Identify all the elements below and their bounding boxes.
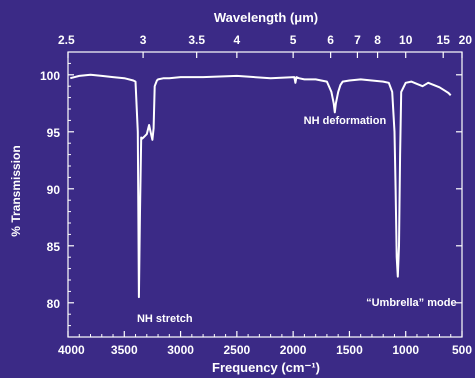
x-tick-label: 2000 bbox=[280, 343, 307, 357]
top-tick-label: 10 bbox=[399, 33, 413, 47]
top-tick-label: 2.5 bbox=[58, 33, 75, 47]
top-tick-label: 8 bbox=[374, 33, 381, 47]
x-tick-label: 2500 bbox=[224, 343, 251, 357]
spectrum-line bbox=[70, 73, 452, 299]
y-axis-title: % Transmission bbox=[9, 145, 23, 236]
x-tick-label: 3000 bbox=[167, 343, 194, 357]
bottom-axis-title: Frequency (cm⁻¹) bbox=[212, 360, 320, 375]
y-tick-label: 90 bbox=[47, 183, 61, 197]
top-tick-label: 4 bbox=[234, 33, 241, 47]
x-tick-label: 1000 bbox=[392, 343, 419, 357]
y-tick-label: 95 bbox=[47, 126, 61, 140]
y-tick-label: 85 bbox=[47, 240, 61, 254]
y-tick-label: 80 bbox=[47, 297, 61, 311]
annotation-label: “Umbrella” mode bbox=[366, 297, 456, 309]
plot-frame bbox=[67, 51, 463, 338]
top-tick-label: 3.5 bbox=[188, 33, 205, 47]
x-tick-label: 4000 bbox=[58, 343, 85, 357]
x-tick-label: 500 bbox=[452, 343, 472, 357]
x-tick-label: 1500 bbox=[336, 343, 363, 357]
top-tick-label: 5 bbox=[290, 33, 297, 47]
annotation-label: NH deformation bbox=[304, 115, 387, 127]
annotation-label: NH stretch bbox=[137, 313, 193, 325]
x-tick-label: 3500 bbox=[111, 343, 138, 357]
annotations: NH stretch NH deformation “Umbrella” mode bbox=[137, 115, 457, 325]
y-tick-label: 100 bbox=[40, 69, 60, 83]
top-tick-label: 15 bbox=[437, 33, 451, 47]
top-tick-label: 6 bbox=[327, 33, 334, 47]
top-tick-label: 20 bbox=[459, 33, 473, 47]
top-tick-label: 3 bbox=[140, 33, 147, 47]
top-axis-title: Wavelength (μm) bbox=[214, 10, 318, 25]
top-tick-label: 7 bbox=[354, 33, 361, 47]
